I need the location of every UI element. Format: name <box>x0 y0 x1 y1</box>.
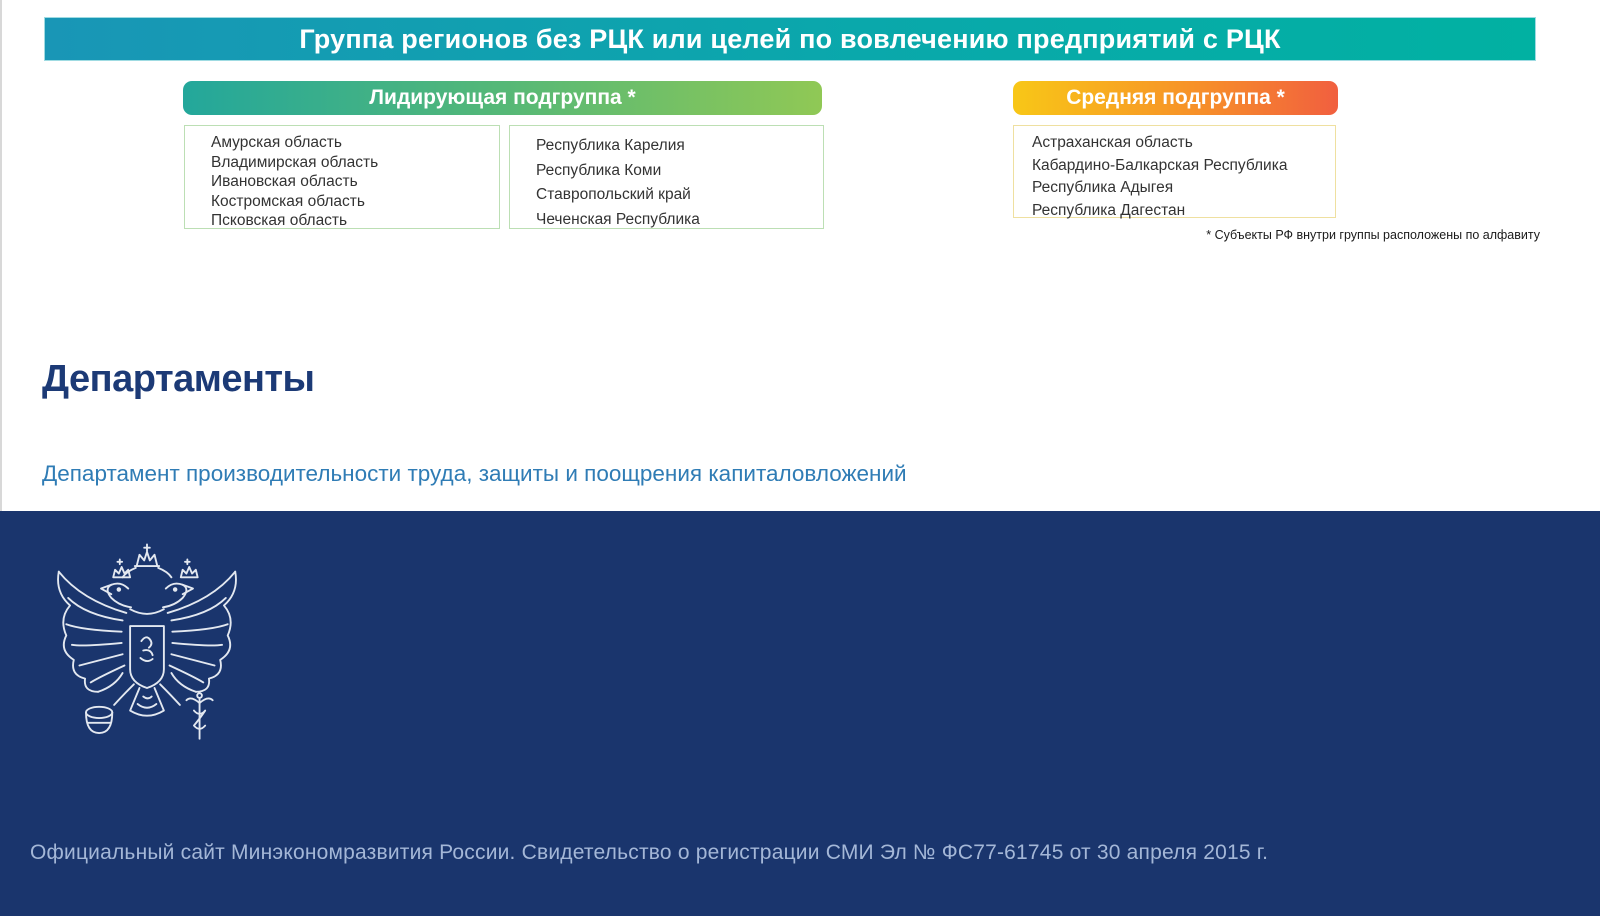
leading-subgroup-header: Лидирующая подгруппа * <box>183 81 822 115</box>
coat-of-arms-icon <box>25 523 269 793</box>
region-item: Астраханская область <box>1032 134 1193 151</box>
region-item: Ставропольский край <box>536 186 691 203</box>
group-banner-title: Группа регионов без РЦК или целей по вов… <box>299 23 1281 54</box>
region-item: Владимирская область <box>211 153 379 171</box>
footer-text: Официальный сайт Минэкономразвития Росси… <box>30 841 1269 864</box>
region-item: Ивановская область <box>211 173 358 190</box>
leading-subgroup-label: Лидирующая подгруппа * <box>369 86 636 109</box>
region-item: Амурская область <box>211 134 342 151</box>
region-item: Республика Дагестан <box>1032 201 1186 219</box>
leading-subgroup-list-1: Амурская область Владимирская область Иван… <box>184 125 500 229</box>
alphabet-footnote: * Субъекты РФ внутри группы расположены … <box>1206 228 1540 242</box>
region-item: Республика Карелия <box>536 137 685 154</box>
leading-subgroup-list-2: Республика Карелия Республика Коми Ставроп… <box>509 125 824 229</box>
region-item: Чеченская Республика <box>536 210 700 228</box>
footer: Официальный сайт Минэкономразвития Росси… <box>0 511 1600 916</box>
middle-subgroup-header: Средняя подгруппа * <box>1013 81 1338 115</box>
group-banner: Группа регионов без РЦК или целей по вов… <box>44 17 1536 61</box>
middle-subgroup-list: Астраханская область Кабардино-Балкарская… <box>1013 125 1336 219</box>
department-link[interactable]: Департамент производительности труда, за… <box>42 461 907 486</box>
region-item: Псковская область <box>211 212 348 229</box>
departments-heading: Департаменты <box>42 358 315 400</box>
region-item: Костромская область <box>211 192 365 210</box>
middle-subgroup-label: Средняя подгруппа * <box>1066 86 1285 109</box>
region-item: Республика Адыгея <box>1032 179 1174 196</box>
content-area: Группа регионов без РЦК или целей по вов… <box>0 0 1540 511</box>
region-item: Республика Коми <box>536 161 662 179</box>
region-item: Кабардино-Балкарская Республика <box>1032 156 1288 174</box>
